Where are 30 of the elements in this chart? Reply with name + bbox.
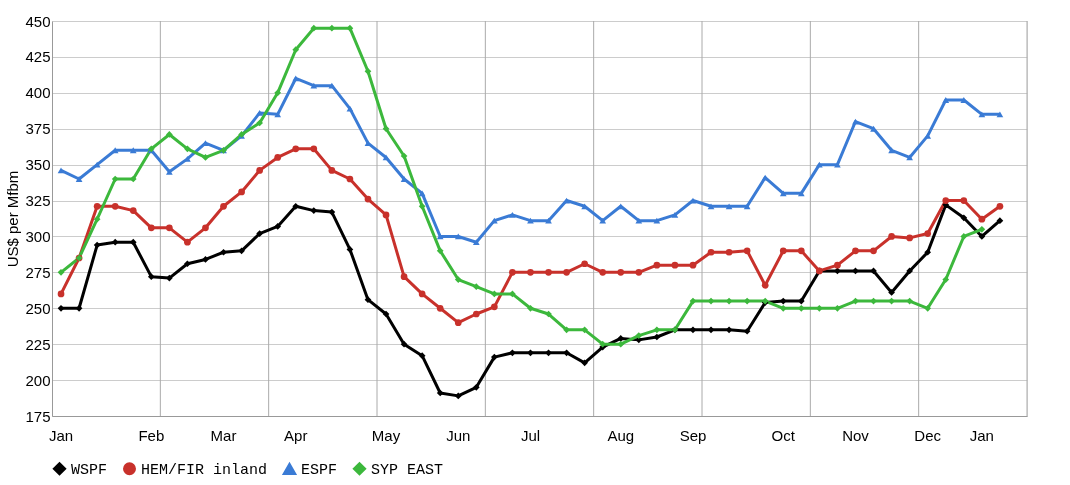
- y-tick-label: 375: [25, 120, 51, 138]
- x-tick-label: Jan: [48, 426, 74, 444]
- legend-label: WSPF: [71, 461, 108, 479]
- x-tick-label: Jan: [969, 426, 994, 444]
- legend-label: ESPF: [301, 462, 338, 480]
- y-tick-label: 275: [25, 263, 51, 281]
- legend-label: HEM/FIR inland: [141, 461, 268, 479]
- x-tick-label: Aug: [607, 426, 635, 444]
- x-tick-label: Oct: [771, 426, 796, 444]
- y-tick-label: 400: [25, 84, 51, 102]
- y-tick-label: 250: [25, 299, 51, 317]
- x-tick-label: Mar: [210, 426, 237, 444]
- y-tick-label: 425: [25, 48, 51, 66]
- y-tick-label: 350: [25, 156, 51, 174]
- y-tick-label: 175: [25, 407, 51, 425]
- x-tick-label: Nov: [842, 426, 870, 444]
- x-tick-label: May: [371, 426, 401, 444]
- x-tick-label: Jul: [520, 426, 541, 444]
- y-axis-title: US$ per Mfbm: [4, 170, 22, 268]
- x-tick-label: Apr: [284, 426, 308, 444]
- x-tick-label: Dec: [914, 426, 942, 444]
- x-tick-label: Sep: [679, 426, 707, 444]
- y-tick-label: 300: [25, 227, 51, 245]
- legend-label: SYP EAST: [371, 461, 444, 479]
- y-tick-label: 200: [25, 371, 51, 389]
- y-tick-label: 225: [25, 335, 51, 353]
- x-tick-label: Jun: [446, 426, 471, 444]
- y-tick-label: 325: [25, 192, 51, 210]
- x-tick-label: Feb: [138, 426, 165, 444]
- y-tick-label: 450: [25, 12, 51, 30]
